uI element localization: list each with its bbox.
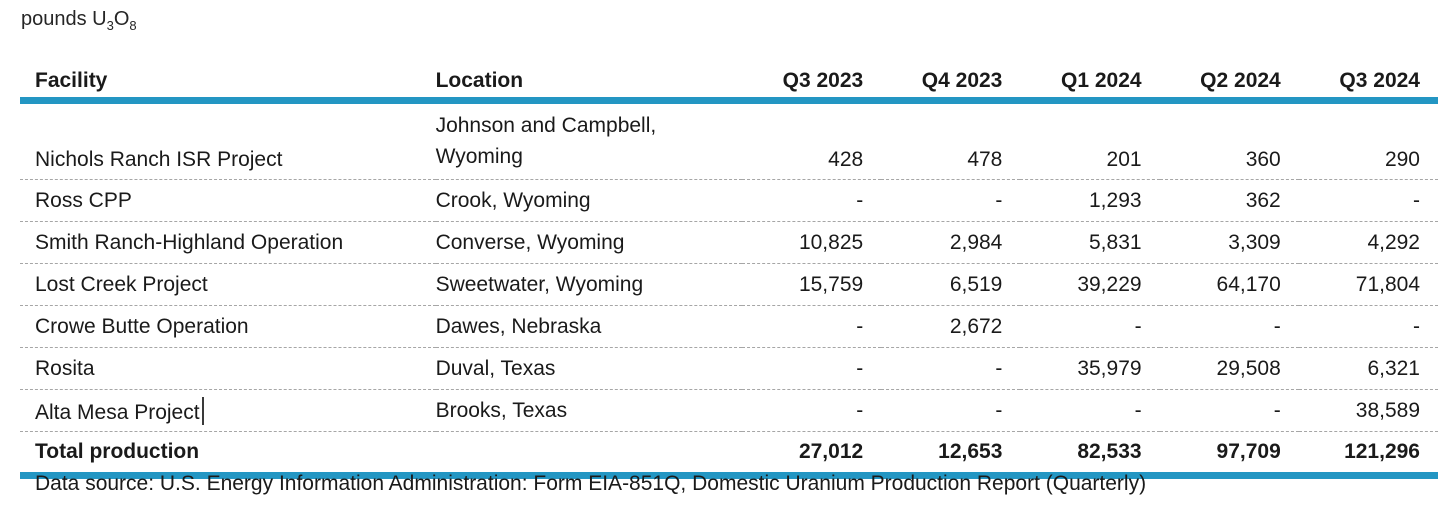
facility-cell: Rosita bbox=[20, 347, 436, 390]
column-header-q3-2024: Q3 2024 bbox=[1298, 60, 1438, 104]
value-cell: - bbox=[1159, 305, 1299, 348]
value-cell: 3,309 bbox=[1159, 221, 1299, 264]
value-cell: 29,508 bbox=[1159, 347, 1299, 390]
value-cell: - bbox=[742, 389, 882, 432]
column-header-q2-2024: Q2 2024 bbox=[1159, 60, 1299, 104]
facility-text: Alta Mesa Project bbox=[35, 400, 200, 424]
location-cell: Brooks, Texas bbox=[435, 389, 742, 432]
table-row-rosita: Rosita Duval, Texas - - 35,979 29,508 6,… bbox=[20, 347, 1438, 390]
column-header-q3-2023: Q3 2023 bbox=[742, 60, 882, 104]
header-row: Facility Location Q3 2023 Q4 2023 Q1 202… bbox=[20, 60, 1438, 104]
location-cell: Johnson and Campbell, Wyoming bbox=[435, 100, 742, 180]
column-header-facility: Facility bbox=[20, 60, 436, 104]
value-cell: 2,984 bbox=[881, 221, 1021, 264]
value-cell: - bbox=[881, 347, 1021, 390]
value-cell: - bbox=[1020, 389, 1160, 432]
unit-label-sub-8: 8 bbox=[129, 18, 137, 33]
location-cell: Converse, Wyoming bbox=[435, 221, 742, 264]
value-cell: - bbox=[1159, 389, 1299, 432]
value-cell: 5,831 bbox=[1020, 221, 1160, 264]
column-header-location: Location bbox=[435, 60, 742, 104]
data-source-note: Data source: U.S. Energy Information Adm… bbox=[35, 472, 1147, 495]
table-row-ross-cpp: Ross CPP Crook, Wyoming - - 1,293 362 - bbox=[20, 179, 1438, 222]
facility-cell: Crowe Butte Operation bbox=[20, 305, 436, 348]
value-cell: 428 bbox=[742, 100, 882, 180]
unit-label-sub-3: 3 bbox=[106, 18, 114, 33]
table-row-lost-creek: Lost Creek Project Sweetwater, Wyoming 1… bbox=[20, 263, 1438, 306]
table-row-nichols-ranch: Nichols Ranch ISR Project Johnson and Ca… bbox=[20, 100, 1438, 180]
location-text: Johnson and Campbell, Wyoming bbox=[435, 114, 657, 168]
location-cell: Dawes, Nebraska bbox=[435, 305, 742, 348]
table-row-smith-ranch: Smith Ranch-Highland Operation Converse,… bbox=[20, 221, 1438, 264]
facility-cell: Lost Creek Project bbox=[20, 263, 436, 306]
value-cell: - bbox=[742, 179, 882, 222]
value-cell: - bbox=[1298, 179, 1438, 222]
column-header-q4-2023: Q4 2023 bbox=[881, 60, 1021, 104]
facility-cell: Smith Ranch-Highland Operation bbox=[20, 221, 436, 264]
table-row-crowe-butte: Crowe Butte Operation Dawes, Nebraska - … bbox=[20, 305, 1438, 348]
total-value-cell: 82,533 bbox=[1020, 431, 1160, 479]
value-cell: 360 bbox=[1159, 100, 1299, 180]
total-location-empty bbox=[435, 431, 742, 479]
value-cell: 2,672 bbox=[881, 305, 1021, 348]
text-cursor bbox=[201, 396, 204, 425]
total-value-cell: 12,653 bbox=[881, 431, 1021, 479]
column-header-q1-2024: Q1 2024 bbox=[1020, 60, 1160, 104]
location-cell: Sweetwater, Wyoming bbox=[435, 263, 742, 306]
value-cell: 362 bbox=[1159, 179, 1299, 222]
value-cell: 4,292 bbox=[1298, 221, 1438, 264]
value-cell: 39,229 bbox=[1020, 263, 1160, 306]
value-cell: 290 bbox=[1298, 100, 1438, 180]
total-row: Total production 27,012 12,653 82,533 97… bbox=[20, 431, 1438, 479]
location-cell: Crook, Wyoming bbox=[435, 179, 742, 222]
table-row-alta-mesa: Alta Mesa Project Brooks, Texas - - - - … bbox=[20, 389, 1438, 432]
value-cell: 38,589 bbox=[1298, 389, 1438, 432]
facility-cell: Nichols Ranch ISR Project bbox=[20, 100, 436, 180]
value-cell: 1,293 bbox=[1020, 179, 1160, 222]
value-cell: 64,170 bbox=[1159, 263, 1299, 306]
total-label: Total production bbox=[20, 431, 436, 479]
unit-label: pounds U3O8 bbox=[21, 8, 137, 33]
location-cell: Duval, Texas bbox=[435, 347, 742, 390]
total-value-cell: 27,012 bbox=[742, 431, 882, 479]
uranium-production-table: Facility Location Q3 2023 Q4 2023 Q1 202… bbox=[20, 60, 1438, 479]
value-cell: 478 bbox=[881, 100, 1021, 180]
value-cell: - bbox=[1020, 305, 1160, 348]
facility-cell: Ross CPP bbox=[20, 179, 436, 222]
value-cell: 35,979 bbox=[1020, 347, 1160, 390]
value-cell: 6,519 bbox=[881, 263, 1021, 306]
value-cell: 71,804 bbox=[1298, 263, 1438, 306]
value-cell: 6,321 bbox=[1298, 347, 1438, 390]
value-cell: 10,825 bbox=[742, 221, 882, 264]
total-value-cell: 97,709 bbox=[1159, 431, 1299, 479]
total-value-cell: 121,296 bbox=[1298, 431, 1438, 479]
unit-label-mid: O bbox=[113, 8, 130, 30]
value-cell: - bbox=[881, 389, 1021, 432]
value-cell: 15,759 bbox=[742, 263, 882, 306]
facility-cell-editing[interactable]: Alta Mesa Project bbox=[20, 389, 436, 432]
value-cell: - bbox=[742, 305, 882, 348]
unit-label-main: pounds U bbox=[21, 8, 107, 30]
value-cell: - bbox=[742, 347, 882, 390]
value-cell: - bbox=[881, 179, 1021, 222]
value-cell: - bbox=[1298, 305, 1438, 348]
value-cell: 201 bbox=[1020, 100, 1160, 180]
